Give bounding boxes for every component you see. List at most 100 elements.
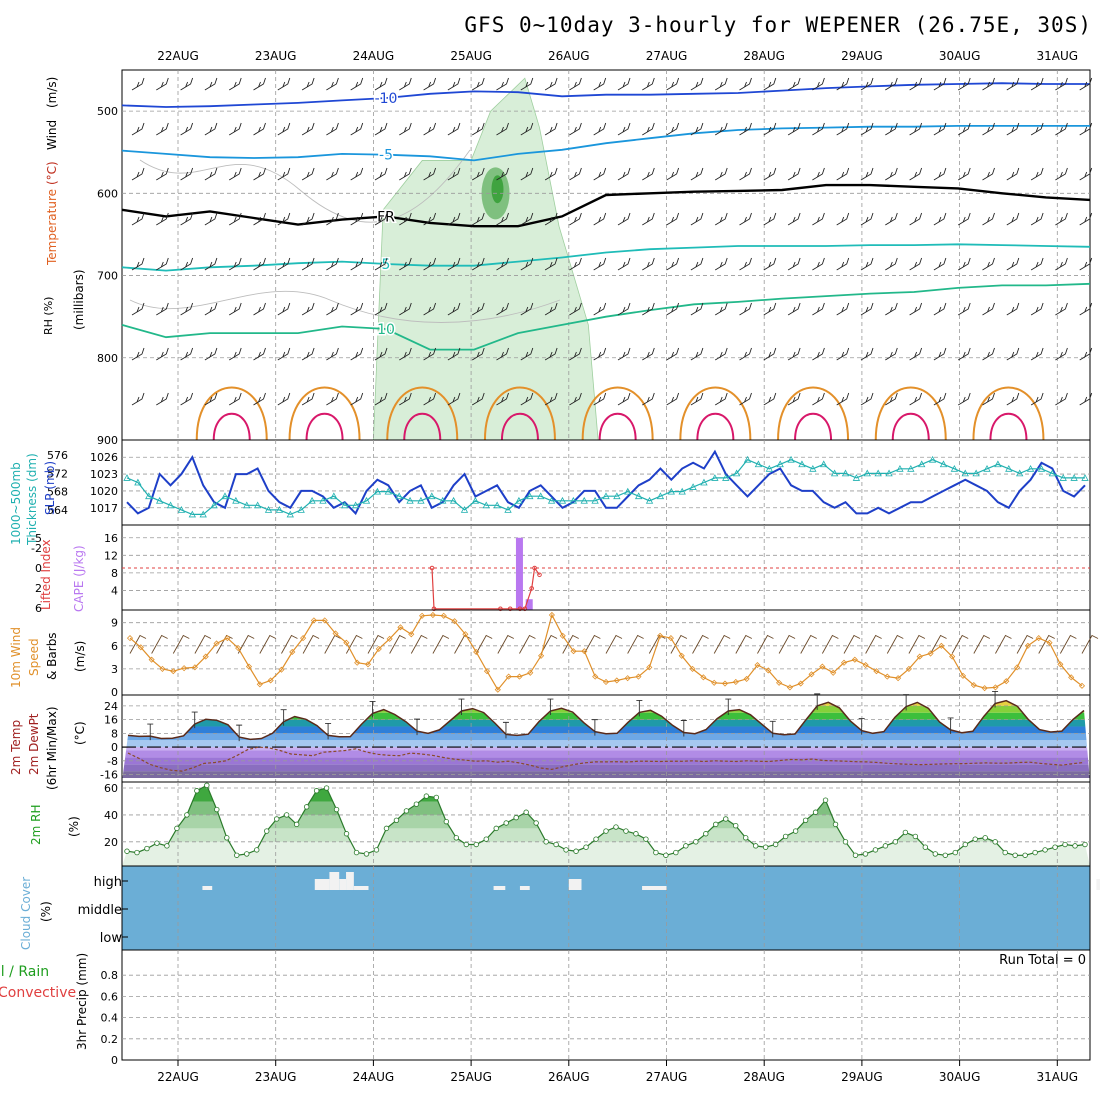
precip-ytick: 0.4 [101, 1012, 119, 1025]
wind-barb [180, 302, 194, 316]
precip-panel: 0.8 0.6 0.4 0.2 0 [101, 949, 1091, 1067]
thickness-marker [841, 469, 850, 477]
temp-minmax [325, 722, 332, 740]
wind10m-barb [1081, 634, 1099, 654]
wind-barb [909, 77, 923, 91]
thickness-marker [809, 464, 817, 472]
rh2m-marker [433, 794, 440, 801]
wind10m-barb [216, 634, 233, 654]
wind-barb [1055, 167, 1068, 181]
cape-ytick: 4 [111, 584, 118, 597]
thickness-label: 1000~500mb [9, 462, 23, 545]
wind-barb [739, 212, 752, 226]
wind-barb [763, 77, 777, 91]
temp-minmax [414, 718, 421, 736]
wind-barb [982, 392, 995, 406]
contour-10 [121, 282, 1091, 351]
wind-barb [593, 212, 607, 226]
wind-barb [593, 392, 607, 406]
temp2m-line [127, 699, 1085, 741]
thickness-marker [918, 460, 926, 468]
slp-ytick: 1026 [90, 451, 118, 464]
wind10m-barb [1059, 634, 1077, 654]
cloud-layer-middle: middle [78, 903, 122, 918]
wind-barb [787, 347, 801, 361]
rh2m-marker [912, 833, 919, 840]
wind-barb [617, 257, 631, 271]
li-ytick: 0 [35, 562, 42, 575]
wind10m-barb [259, 634, 277, 654]
hot-contour [794, 412, 833, 441]
bottom-date-label: 23AUG [255, 1070, 297, 1084]
wind10m-barb [562, 634, 579, 654]
wind-barb [836, 122, 850, 136]
top-date-label: 31AUG [1037, 49, 1079, 63]
wind-barb [642, 212, 655, 226]
rh2m-marker [293, 821, 300, 828]
thickness-marker [253, 501, 262, 509]
temp2m-ytick: 16 [104, 714, 118, 727]
wind-barb [666, 257, 680, 271]
rh2m-marker [383, 825, 390, 832]
rh2m-marker [822, 797, 829, 803]
wind-barb [836, 302, 850, 316]
wind-barb [301, 392, 315, 406]
wind-barb [496, 122, 509, 136]
wind-barb [253, 77, 266, 91]
wind10m-marker [646, 664, 653, 671]
wind10m-marker [332, 630, 339, 637]
thickness-marker [547, 496, 556, 504]
wind-barb [787, 392, 801, 406]
wind-barb [399, 257, 412, 271]
thickness-marker [471, 496, 480, 504]
wind-barb [399, 347, 412, 361]
wind10m-label-3: & Barbs [45, 632, 59, 680]
wind-barb [933, 122, 947, 136]
wind-barb [714, 212, 728, 226]
temp-band [122, 700, 1090, 706]
wind10m-marker [602, 678, 610, 686]
wind10m-barb [778, 634, 796, 654]
wind-barb [787, 167, 801, 181]
wind-barb [326, 302, 339, 316]
thickness-marker [406, 496, 414, 504]
thickness-ytick: 576 [47, 449, 68, 462]
wind-barb [642, 392, 655, 406]
wind10m-marker [592, 673, 599, 680]
wind10m-marker [657, 632, 664, 639]
wind10m-barb [951, 634, 969, 654]
hot-contour [500, 412, 539, 441]
wind-barb [228, 347, 242, 361]
thickness-marker [493, 501, 501, 509]
wind-barb [617, 392, 631, 406]
wind-barb [617, 167, 631, 181]
top-date-label: 25AUG [450, 49, 492, 63]
thickness-marker [1037, 464, 1046, 472]
wind10m-barb [194, 634, 212, 654]
wind-barb [933, 212, 947, 226]
wind-barb [1006, 257, 1020, 271]
rh2m-marker [553, 841, 559, 848]
wind-barb [204, 212, 218, 226]
cloud-base [122, 866, 1090, 950]
wind-barb [1055, 77, 1068, 91]
wind-barb [714, 77, 728, 91]
rh2m-marker [283, 812, 290, 818]
top-date-label: 22AUG [157, 49, 199, 63]
wind10m-marker [895, 675, 902, 682]
wind-barb [544, 302, 558, 316]
wind10m-barb [843, 634, 861, 654]
thickness-marker [504, 506, 512, 513]
li-marker [498, 606, 503, 612]
rh2m-marker [273, 816, 280, 822]
rh2m-marker [922, 844, 929, 850]
rh2m-marker [663, 852, 669, 858]
rh2m-marker [194, 788, 200, 794]
upper-air-ytick: 500 [97, 105, 118, 118]
rh2m-marker [343, 831, 350, 837]
wind-barb [253, 302, 266, 316]
hot-contour [403, 412, 442, 441]
wind-barb [423, 257, 437, 271]
wind10m-marker [451, 618, 458, 625]
wind-barb [1006, 77, 1020, 91]
